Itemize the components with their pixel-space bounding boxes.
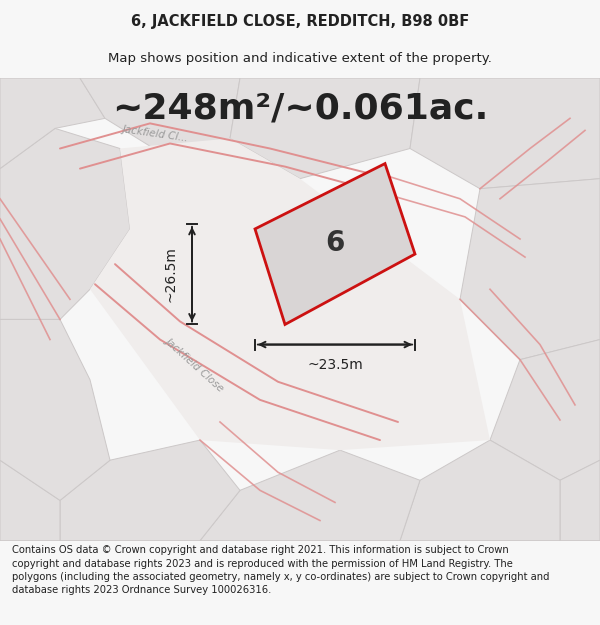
Polygon shape — [0, 128, 130, 319]
Polygon shape — [200, 450, 420, 541]
Polygon shape — [490, 339, 600, 480]
Text: Map shows position and indicative extent of the property.: Map shows position and indicative extent… — [108, 52, 492, 65]
Polygon shape — [230, 78, 420, 179]
Polygon shape — [90, 139, 490, 450]
Polygon shape — [60, 440, 240, 541]
Text: ~248m²/~0.061ac.: ~248m²/~0.061ac. — [112, 91, 488, 125]
Polygon shape — [400, 440, 560, 541]
Polygon shape — [410, 78, 600, 189]
Polygon shape — [0, 78, 105, 169]
Polygon shape — [80, 78, 240, 159]
Polygon shape — [255, 164, 415, 324]
Text: Jackfield Close: Jackfield Close — [164, 336, 226, 394]
Text: 6: 6 — [325, 229, 344, 257]
Text: 6, JACKFIELD CLOSE, REDDITCH, B98 0BF: 6, JACKFIELD CLOSE, REDDITCH, B98 0BF — [131, 14, 469, 29]
Text: ~26.5m: ~26.5m — [163, 246, 177, 302]
Polygon shape — [560, 460, 600, 541]
Text: ~23.5m: ~23.5m — [307, 357, 363, 372]
Text: Jackfield Cl...: Jackfield Cl... — [121, 124, 188, 143]
Polygon shape — [460, 179, 600, 359]
Text: Contains OS data © Crown copyright and database right 2021. This information is : Contains OS data © Crown copyright and d… — [12, 546, 550, 595]
Polygon shape — [0, 319, 110, 501]
Polygon shape — [0, 460, 60, 541]
